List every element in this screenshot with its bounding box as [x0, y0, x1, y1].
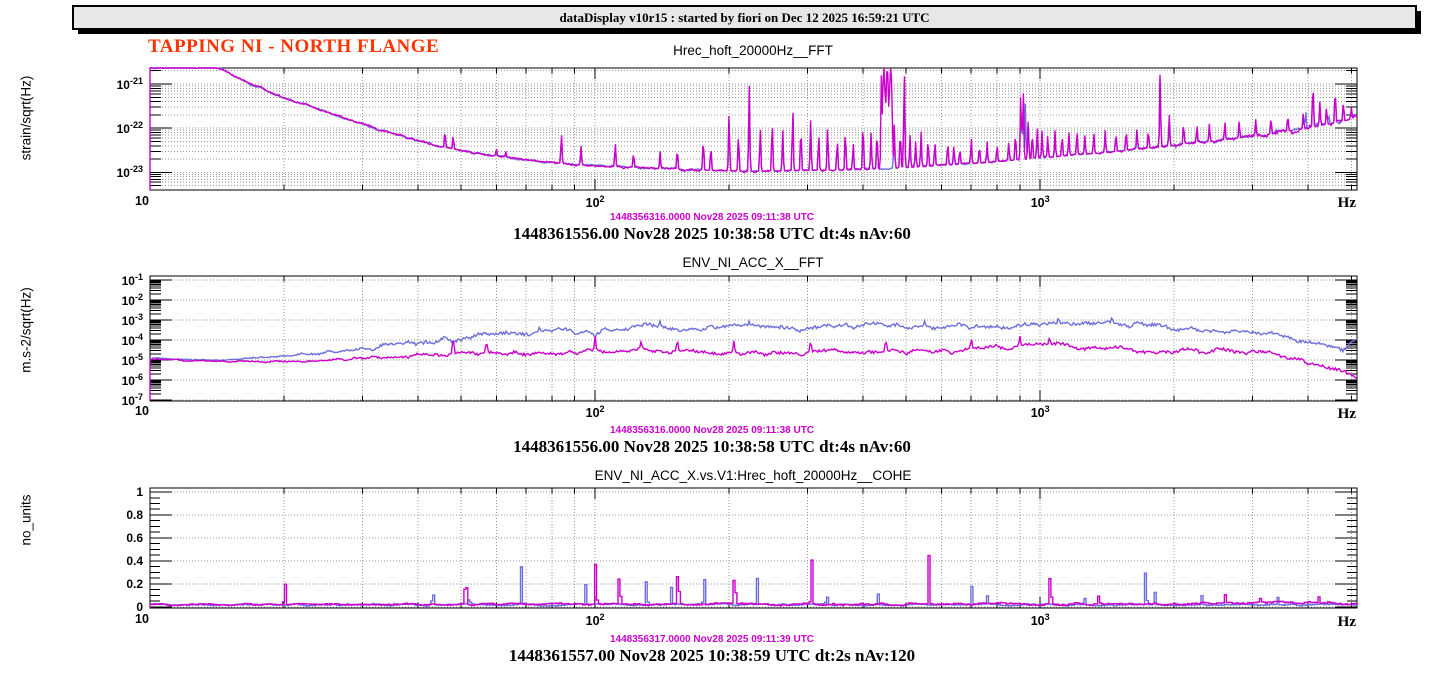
- chart1-ref-timestamp: 1448356316.0000 Nov28 2025 09:11:38 UTC: [609, 212, 815, 223]
- chart3-ref-timestamp: 1448356317.0000 Nov28 2025 09:11:39 UTC: [609, 634, 815, 645]
- y-tick-label: 10-23: [116, 164, 143, 181]
- chart1-title: Hrec_hoft_20000Hz__FFT: [673, 43, 833, 58]
- chart2-xunit: Hz: [1337, 406, 1356, 422]
- y-tick-label: 10-4: [121, 331, 143, 348]
- y-tick-label: 10-2: [121, 291, 143, 308]
- y-tick-label: 0: [136, 599, 143, 614]
- chart2-ylabel: m.s-2/sqrt(Hz): [18, 287, 34, 373]
- y-tick-label: 10-21: [116, 75, 143, 92]
- x-tick-label: 103: [1030, 404, 1050, 421]
- chart3-main-timestamp: 1448361557.00 Nov28 2025 10:38:59 UTC dt…: [508, 646, 916, 665]
- y-tick-label: 10-5: [121, 351, 143, 368]
- x-tick-label: 10: [135, 404, 149, 418]
- y-tick-label: 10-6: [121, 371, 143, 388]
- y-tick-label: 0.4: [126, 553, 143, 568]
- chart3-title: ENV_NI_ACC_X.vs.V1:Hrec_hoft_20000Hz__CO…: [594, 468, 912, 483]
- x-tick-label: 102: [585, 404, 605, 421]
- chart2-main-timestamp: 1448361556.00 Nov28 2025 10:38:58 UTC dt…: [513, 437, 911, 456]
- x-tick-label: 102: [585, 612, 605, 629]
- x-tick-label: 103: [1030, 612, 1050, 629]
- chart1-ylabel: strain/sqrt(Hz): [18, 75, 34, 161]
- y-tick-label: 10-3: [121, 311, 143, 328]
- y-tick-label: 0.2: [126, 576, 143, 591]
- tapping-banner-label: TAPPING NI - NORTH FLANGE: [148, 36, 440, 57]
- x-tick-label: 103: [1030, 194, 1050, 211]
- chart1-main-timestamp: 1448361556.00 Nov28 2025 10:38:58 UTC dt…: [513, 224, 911, 243]
- chart2-title: ENV_NI_ACC_X__FFT: [682, 255, 824, 270]
- y-tick-label: 10-7: [121, 391, 143, 408]
- y-tick-label: 1: [136, 485, 143, 500]
- y-tick-label: 0.6: [126, 530, 143, 545]
- titlebar: dataDisplay v10r15 : started by fiori on…: [72, 5, 1417, 30]
- chart2-ref-timestamp: 1448356316.0000 Nov28 2025 09:11:38 UTC: [609, 425, 815, 436]
- chart3-ylabel: no_units: [18, 494, 34, 546]
- y-tick-label: 0.8: [126, 507, 143, 522]
- y-tick-label: 10-1: [121, 271, 143, 288]
- chart3-xunit: Hz: [1337, 614, 1356, 630]
- x-tick-label: 102: [585, 194, 605, 211]
- chart1-xunit: Hz: [1337, 195, 1356, 211]
- x-tick-label: 10: [135, 194, 149, 208]
- y-tick-label: 10-22: [116, 120, 143, 137]
- x-tick-label: 10: [135, 612, 149, 626]
- titlebar-text: dataDisplay v10r15 : started by fiori on…: [559, 10, 930, 25]
